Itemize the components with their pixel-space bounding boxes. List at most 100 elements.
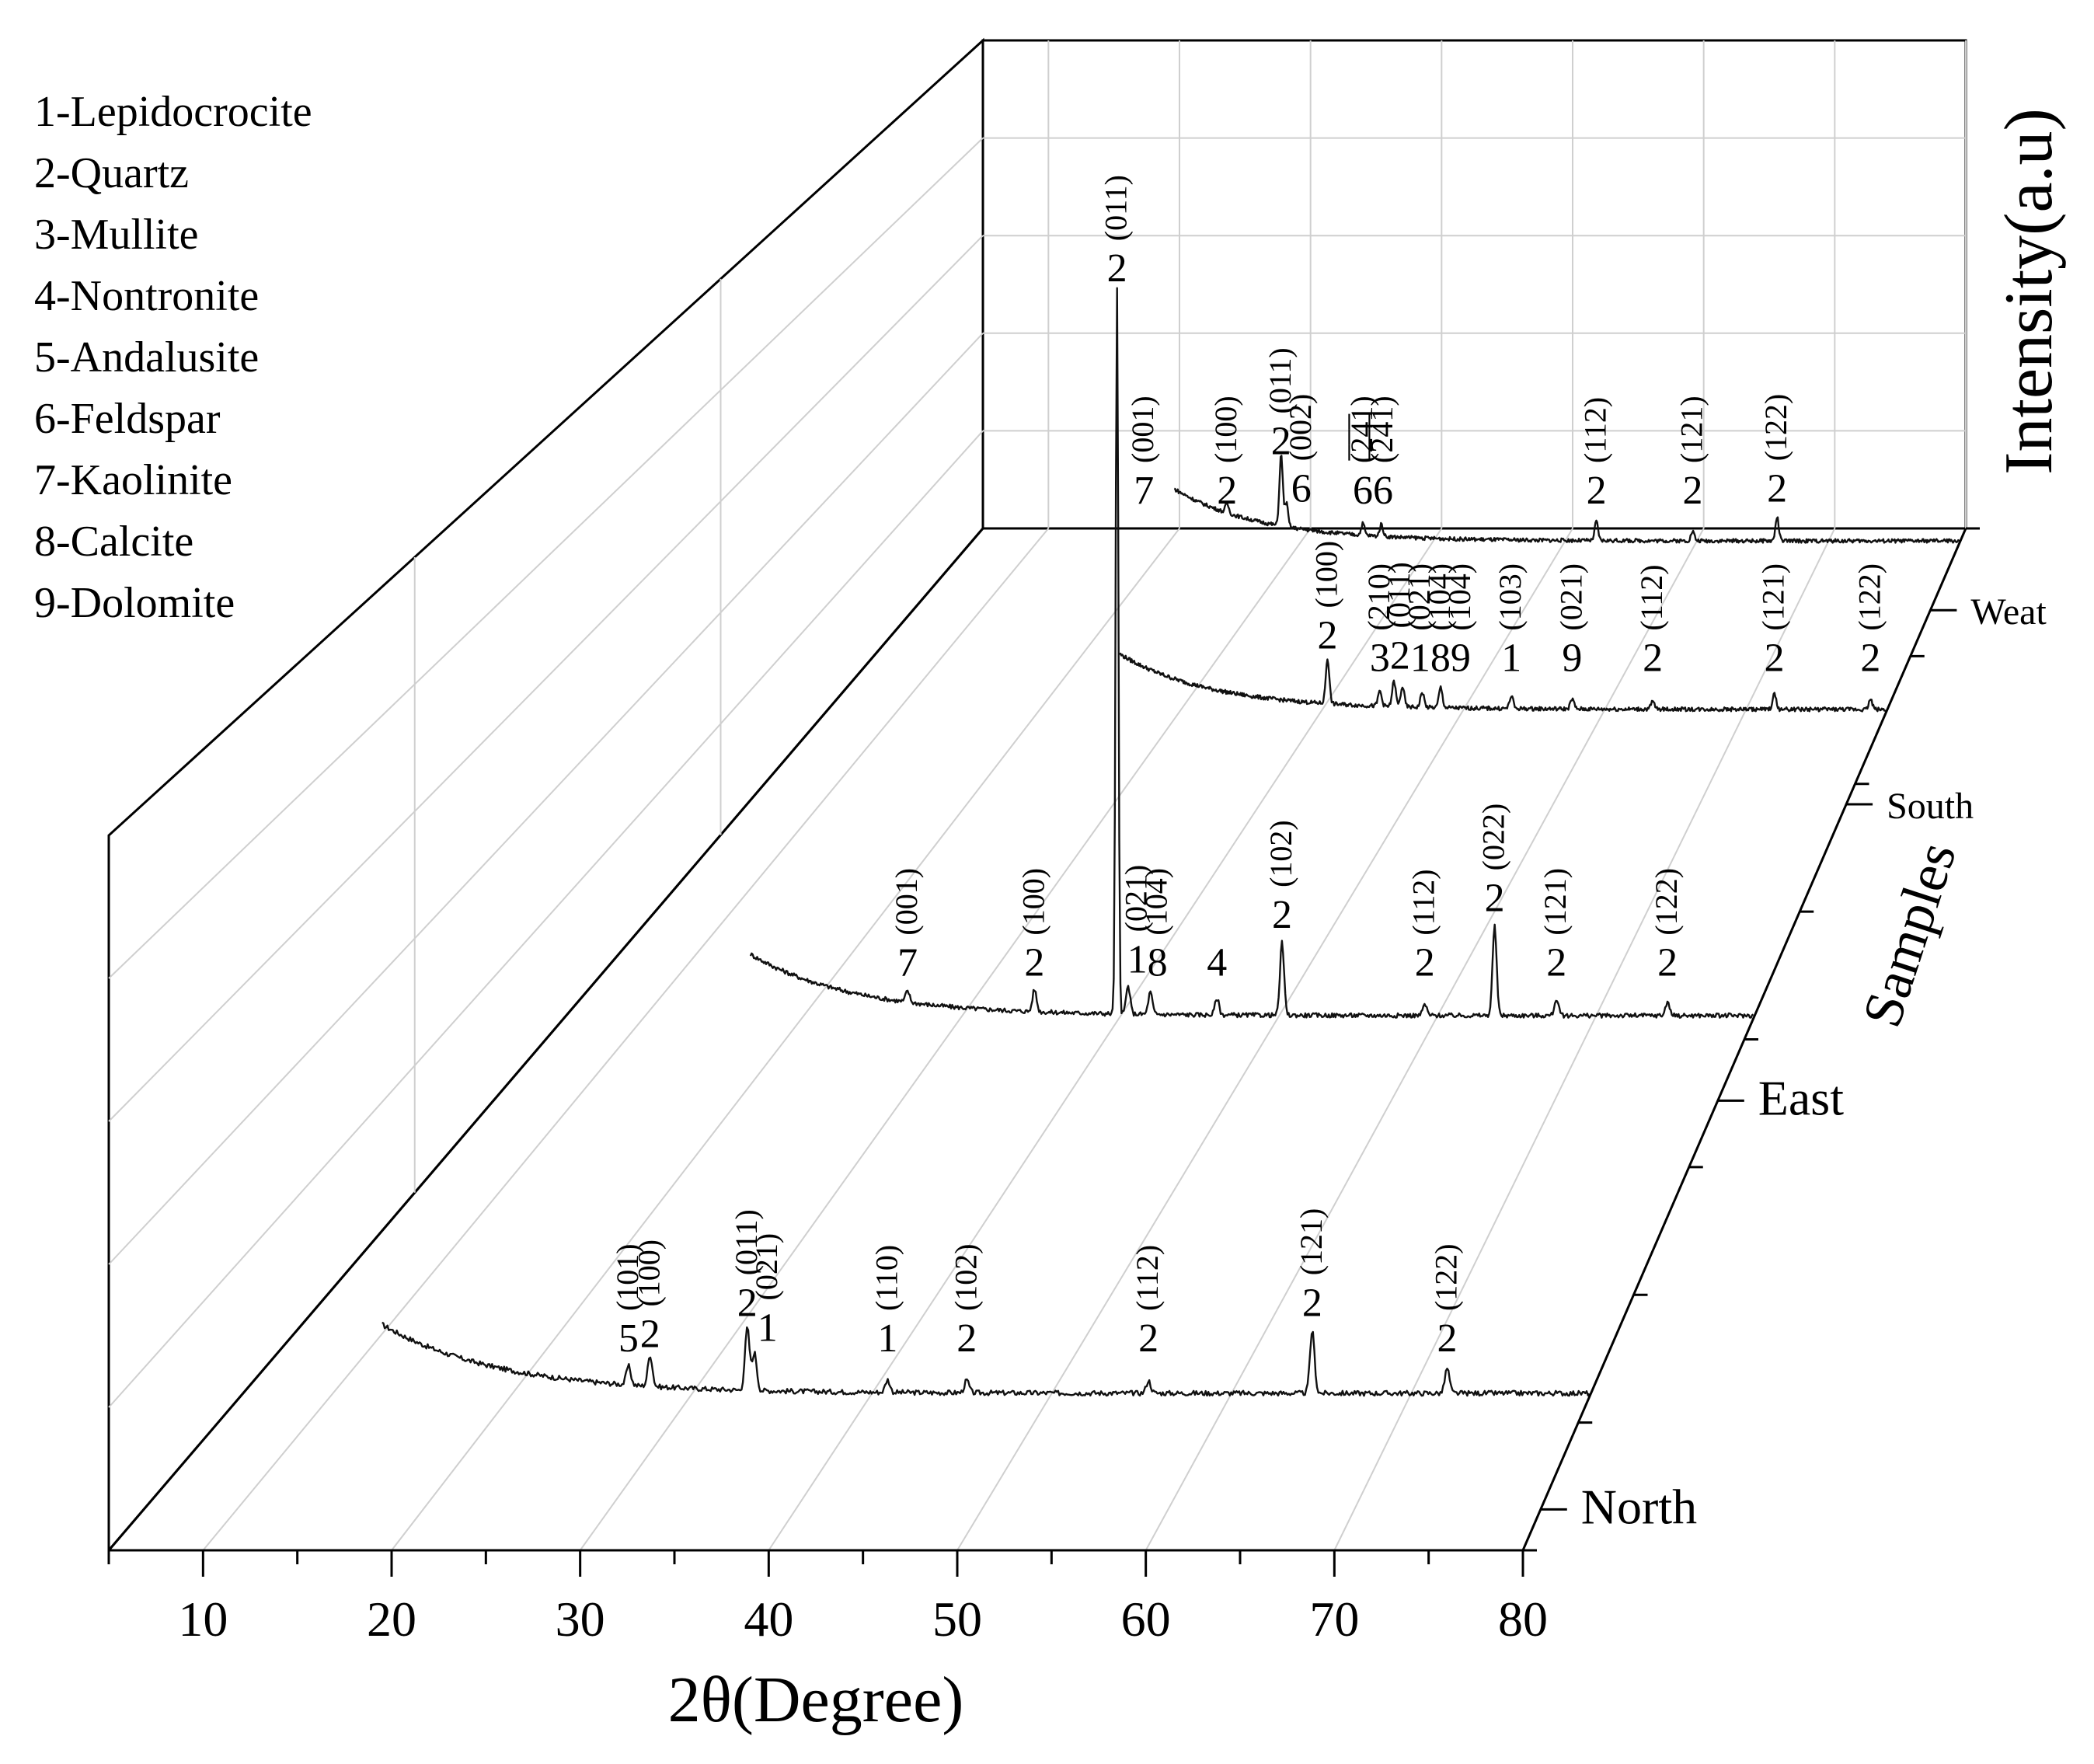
- peak-hkl-label: (021): [1119, 865, 1154, 933]
- legend-entry: 3-Mullite: [34, 211, 199, 259]
- peak-phase-label: 2: [1683, 469, 1703, 513]
- samples-label-weat: Weat: [1970, 591, 2047, 633]
- peak-phase-label: 2: [1415, 941, 1435, 985]
- peak-hkl-label: (122): [1852, 563, 1887, 631]
- peak-phase-label: 7: [897, 941, 918, 985]
- peak-hkl-label: (210): [1361, 563, 1396, 631]
- peak-phase-label: 2: [1546, 941, 1566, 985]
- samples-axis: North East South Weat: [1521, 527, 2047, 1552]
- peak-hkl-label: (104): [1139, 868, 1174, 936]
- left-wall: [107, 37, 984, 1554]
- peak-hkl-label: (100): [1016, 868, 1050, 936]
- peak-phase-label: 2: [1302, 1281, 1322, 1325]
- peak-hkl-label: (011): [1381, 562, 1416, 628]
- x-tick-label: 40: [744, 1591, 793, 1647]
- x-tick-label: 30: [556, 1591, 605, 1647]
- peak-hkl-label: (100): [1208, 396, 1243, 463]
- peak-phase-label: 2: [1318, 613, 1338, 657]
- peak-phase-label: 2: [1767, 466, 1787, 511]
- peak-hkl-label: (112): [1130, 1245, 1165, 1311]
- peak-hkl-label: (122): [1758, 394, 1793, 462]
- peak-hkl-label: (021): [1553, 563, 1588, 631]
- peak-phase-label: 2: [1657, 941, 1678, 985]
- samples-label-north: North: [1581, 1479, 1697, 1534]
- peak-hkl-label: (104): [1422, 563, 1457, 631]
- peak-hkl-label: (001): [889, 868, 924, 936]
- peak-annotations: 5(101)2(100) 2(011)1(021)1(110)2(102)2(11…: [610, 175, 1887, 1361]
- peak-hkl-label: (̅2̅4̅1): [1344, 396, 1379, 463]
- trace-east: [749, 287, 1754, 1019]
- peak-hkl-label: (101): [610, 1243, 645, 1311]
- floor-grid-line: [1145, 528, 1705, 1551]
- x-tick-label: 50: [932, 1591, 982, 1647]
- peak-phase-label: 7: [1134, 469, 1154, 513]
- peak-hkl-label: (100): [632, 1239, 667, 1307]
- peak-hkl-label: (102): [1263, 820, 1298, 887]
- peak-hkl-label: (002): [1283, 394, 1318, 462]
- x-tick-label: 60: [1121, 1591, 1171, 1647]
- peak-phase-label: 2: [737, 1281, 758, 1325]
- peak-phase-label: 2: [1217, 469, 1237, 513]
- legend: 1-Lepidocrocite 2-Quartz 3-Mullite 4-Nontro…: [34, 88, 312, 627]
- peak-phase-label: 2: [1860, 636, 1880, 681]
- peak-hkl-label: (103): [1493, 563, 1528, 631]
- peak-phase-label: 1: [1410, 636, 1430, 681]
- x-axis-title: 2θ(Degree): [668, 1664, 964, 1736]
- x-tick-label: 20: [367, 1591, 416, 1647]
- peak-phase-label: 2: [640, 1313, 660, 1357]
- peak-phase-label: 6: [1373, 469, 1393, 513]
- peak-hkl-label: (122): [1649, 868, 1684, 936]
- peak-phase-label: 2: [1107, 246, 1127, 291]
- peak-phase-label: 2: [1437, 1316, 1458, 1361]
- trace-north: [382, 1321, 1591, 1397]
- peak-phase-label: 2: [1390, 633, 1410, 678]
- xrd-traces: [382, 287, 1960, 1397]
- peak-hkl-label: (110): [869, 1245, 904, 1311]
- peak-phase-label: 6: [1353, 469, 1373, 513]
- samples-axis-title: Samples: [1850, 835, 1967, 1034]
- peak-phase-label: 4: [1207, 941, 1227, 985]
- peak-hkl-label: (121): [1538, 868, 1573, 936]
- chart-walls: [107, 37, 1967, 1554]
- peak-phase-label: 1: [877, 1316, 897, 1361]
- peak-hkl-label: (121): [1674, 396, 1709, 463]
- legend-entry: 2-Quartz: [34, 149, 189, 197]
- peak-hkl-label: (011): [1263, 347, 1298, 413]
- floor-grid-line: [202, 528, 1050, 1551]
- peak-phase-label: 1: [1501, 636, 1521, 681]
- peak-phase-label: 2: [956, 1316, 977, 1361]
- peak-hkl-label: (001): [1125, 396, 1160, 463]
- legend-entry: 9-Dolomite: [34, 579, 235, 627]
- floor-left-edge: [107, 528, 984, 1551]
- peak-hkl-label: (̅2̅4̅1): [1364, 396, 1399, 463]
- peak-hkl-label: (021): [749, 1233, 784, 1301]
- legend-entry: 1-Lepidocrocite: [34, 88, 312, 136]
- peak-phase-label: 1: [1127, 937, 1148, 981]
- peak-hkl-label: (112): [1406, 869, 1441, 935]
- chart-grid: [108, 40, 1967, 1551]
- peak-hkl-label: (122): [1429, 1243, 1464, 1311]
- x-axis: 10 20 30 40 50 60 70 80: [107, 1549, 1548, 1647]
- peak-phase-label: 9: [1562, 636, 1582, 681]
- peak-phase-label: 9: [1451, 636, 1471, 681]
- peak-hkl-label: (021): [1402, 563, 1437, 631]
- floor-grid-line: [391, 528, 1180, 1551]
- peak-phase-label: 2: [1271, 419, 1291, 463]
- peak-hkl-label: (100): [1309, 541, 1344, 608]
- peak-hkl-label: (112): [1578, 397, 1613, 463]
- peak-hkl-label: (112): [1634, 564, 1669, 630]
- peak-phase-label: 6: [1291, 466, 1312, 511]
- trace-south: [1119, 652, 1887, 713]
- peak-hkl-label: (121): [1756, 563, 1791, 631]
- peak-phase-label: 2: [1024, 941, 1044, 985]
- peak-hkl-label: (022): [1476, 804, 1511, 871]
- peak-phase-label: 2: [1765, 636, 1785, 681]
- floor-grid-line: [579, 528, 1312, 1551]
- legend-entry: 5-Andalusite: [34, 333, 259, 382]
- peak-phase-label: 8: [1430, 636, 1451, 681]
- left-grid-line: [108, 333, 984, 1265]
- peak-hkl-label: (121): [1294, 1208, 1329, 1276]
- legend-entry: 4-Nontronite: [34, 272, 259, 320]
- x-tick-label: 10: [178, 1591, 228, 1647]
